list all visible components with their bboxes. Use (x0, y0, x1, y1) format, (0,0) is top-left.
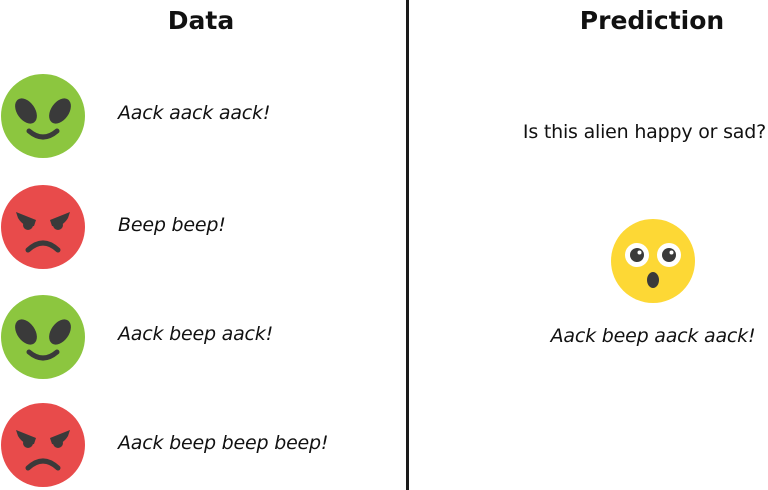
happy-alien-icon (0, 294, 86, 380)
surprised-face-icon (610, 218, 696, 304)
panel-divider (406, 0, 409, 490)
angry-face-icon (0, 402, 86, 488)
angry-face-icon (0, 184, 86, 270)
example-text: Aack aack aack! (118, 102, 271, 124)
example-text: Beep beep! (118, 214, 226, 236)
happy-alien-icon (0, 73, 86, 159)
data-heading: Data (167, 6, 235, 35)
prediction-question: Is this alien happy or sad? (522, 121, 766, 143)
prediction-text: Aack beep aack aack! (550, 325, 756, 347)
prediction-heading: Prediction (579, 6, 725, 35)
example-text: Aack beep aack! (118, 323, 274, 345)
example-text: Aack beep beep beep! (118, 432, 329, 454)
